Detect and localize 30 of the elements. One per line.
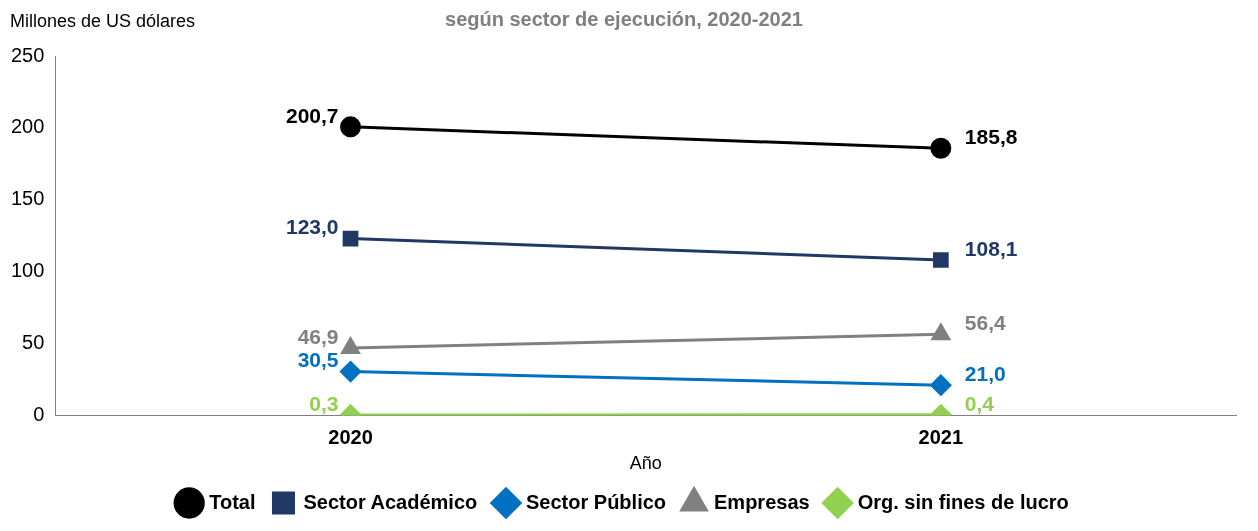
data-label: 21,0 (964, 362, 1006, 386)
data-label: 185,8 (964, 125, 1018, 149)
y-axis-title: Millones de US dólares (10, 10, 196, 31)
legend-label: Org. sin fines de lucro (857, 490, 1069, 513)
legend-label: Sector Académico (303, 490, 478, 513)
y-tick-label: 100 (10, 259, 45, 282)
legend-label: Sector Público (526, 490, 667, 513)
data-label: 56,4 (964, 311, 1007, 335)
y-tick-label: 200 (10, 115, 45, 138)
x-tick-label: 2021 (918, 425, 964, 448)
data-label: 0,4 (964, 391, 995, 415)
x-axis-title: Año (629, 453, 662, 474)
y-tick-label: 250 (10, 43, 45, 66)
point (930, 137, 952, 159)
chart-title: según sector de ejecución, 2020-2021 (445, 7, 803, 30)
point (340, 116, 362, 138)
data-label: 108,1 (964, 236, 1018, 260)
legend-label: Total (209, 490, 256, 513)
point (932, 252, 949, 268)
y-tick-label: 0 (33, 402, 45, 425)
data-label: 0,3 (309, 391, 339, 415)
legend-label: Empresas (714, 490, 810, 513)
data-label: 46,9 (297, 324, 339, 348)
data-label: 123,0 (285, 215, 339, 239)
point (342, 230, 359, 247)
data-label: 30,5 (297, 348, 339, 372)
y-tick-label: 150 (10, 187, 45, 210)
x-tick-label: 2020 (328, 425, 373, 448)
data-label: 200,7 (285, 103, 339, 127)
y-tick-label: 50 (22, 331, 45, 354)
